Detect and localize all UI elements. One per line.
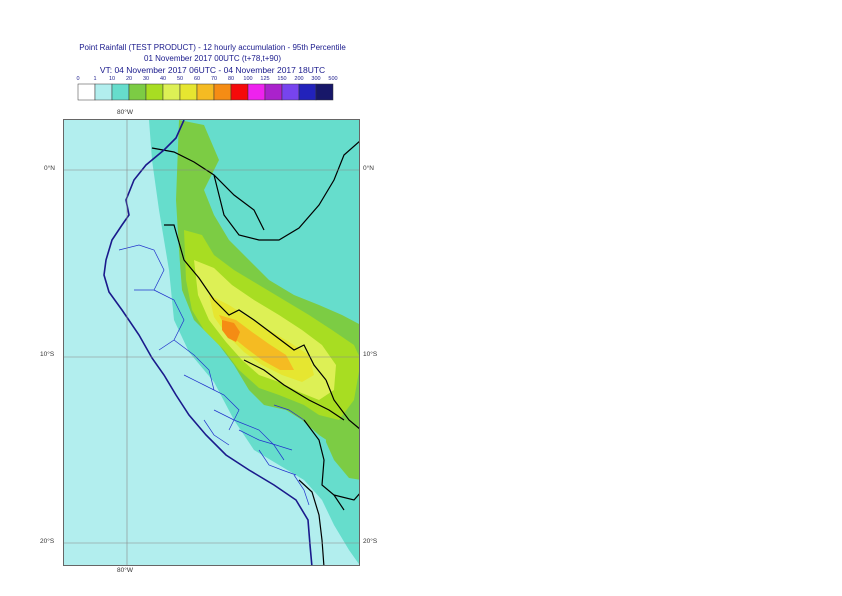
legend-swatch bbox=[196, 83, 215, 101]
legend-tick-label: 0 bbox=[76, 76, 79, 82]
coastline bbox=[103, 120, 313, 565]
legend-tick-label: 50 bbox=[177, 76, 183, 82]
rain-band-se bbox=[326, 425, 359, 480]
rain-band-70-80 bbox=[222, 320, 240, 342]
lon-label-bottom: 80°W bbox=[117, 567, 133, 574]
country-borders bbox=[151, 140, 359, 565]
lat-label-left-20: 20°S bbox=[40, 538, 55, 545]
legend-swatch bbox=[247, 83, 266, 101]
chart-title: Point Rainfall (TEST PRODUCT) - 12 hourl… bbox=[79, 43, 346, 52]
legend-tick-label: 60 bbox=[194, 76, 200, 82]
legend-tick-label: 10 bbox=[109, 76, 115, 82]
legend-tick-label: 100 bbox=[243, 76, 252, 82]
legend-tick-label: 30 bbox=[143, 76, 149, 82]
legend-tick-label: 125 bbox=[260, 76, 269, 82]
legend-tick-label: 20 bbox=[126, 76, 132, 82]
lat-label-right-20: 20°S bbox=[363, 538, 378, 545]
legend-swatch bbox=[315, 83, 334, 101]
legend-swatch bbox=[111, 83, 130, 101]
legend-swatch bbox=[281, 83, 300, 101]
colour-legend: 0 1 10 20 30 40 50 60 70 80 100 125 150 200 300 500 bbox=[76, 76, 338, 101]
map-panel bbox=[63, 119, 360, 566]
legend-tick-label: 70 bbox=[211, 76, 217, 82]
lat-label-left-10: 10°S bbox=[40, 351, 55, 358]
base-time: 01 November 2017 00UTC (t+78,t+90) bbox=[144, 54, 281, 63]
lat-label-left-0: 0°N bbox=[44, 165, 55, 172]
legend-swatch bbox=[77, 83, 96, 101]
legend-tick-label: 1 bbox=[93, 76, 96, 82]
legend-swatch bbox=[264, 83, 283, 101]
legend-swatch bbox=[162, 83, 181, 101]
legend-swatch bbox=[298, 83, 317, 101]
legend-swatch bbox=[230, 83, 249, 101]
legend-swatch bbox=[128, 83, 147, 101]
legend-tick-label: 40 bbox=[160, 76, 166, 82]
legend-swatch bbox=[179, 83, 198, 101]
legend-tick-label: 300 bbox=[311, 76, 320, 82]
legend-swatch bbox=[213, 83, 232, 101]
legend-swatch bbox=[94, 83, 113, 101]
legend-tick-label: 80 bbox=[228, 76, 234, 82]
legend-tick-label: 200 bbox=[294, 76, 303, 82]
legend-swatch bbox=[145, 83, 164, 101]
graticule bbox=[64, 120, 359, 565]
legend-tick-label: 500 bbox=[328, 76, 337, 82]
legend-tick-label: 150 bbox=[277, 76, 286, 82]
lat-label-right-0: 0°N bbox=[363, 165, 374, 172]
admin-boundaries bbox=[118, 244, 310, 506]
lat-label-right-10: 10°S bbox=[363, 351, 378, 358]
valid-time: VT: 04 November 2017 06UTC - 04 November… bbox=[99, 65, 326, 75]
lon-label-top: 80°W bbox=[117, 109, 133, 116]
